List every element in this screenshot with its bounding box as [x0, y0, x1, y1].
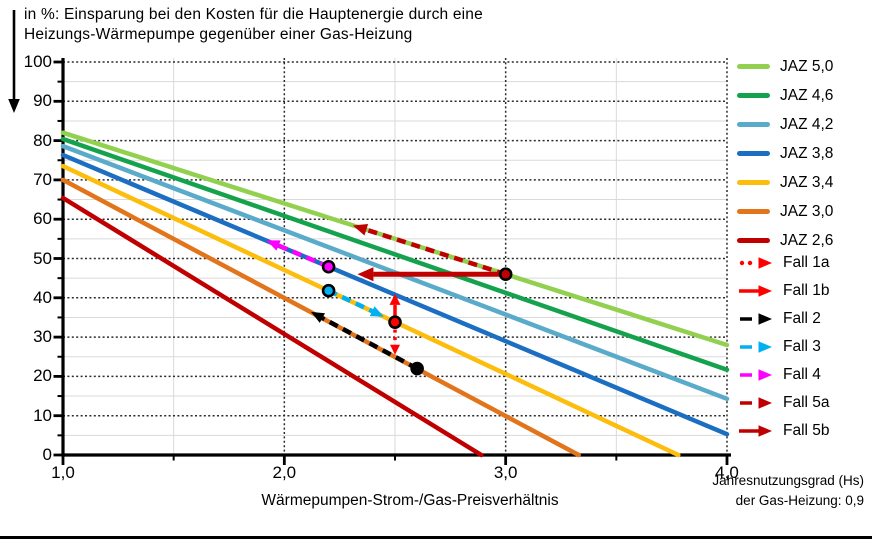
y-tick-label-70: 70	[33, 169, 52, 189]
legend-item-fall-4: Fall 4	[737, 361, 830, 389]
legend-arrow-swatch-fall-5b	[739, 425, 772, 437]
legend-item-fall-3: Fall 3	[737, 333, 830, 361]
legend-label-fall-1a: Fall 1a	[783, 254, 830, 271]
legend-label-jaz-4-6: JAZ 4,6	[780, 86, 834, 104]
y-tick-label-0: 0	[42, 445, 52, 464]
legend-item-fall-1b: Fall 1b	[737, 277, 830, 305]
x-tick-label-2-0: 2,0	[272, 463, 297, 482]
annotation-arrow-head-fall-4	[266, 240, 281, 251]
bottom-border-rule	[0, 536, 872, 539]
legend-item-fall-2: Fall 2	[737, 305, 830, 333]
legend-arrow-swatch-fall-1b	[739, 285, 772, 297]
point-fall-1-start	[388, 315, 402, 329]
gas-efficiency-note-line1: Jahresnutzungsgrad (Hs)	[712, 473, 864, 488]
y-tick-label-100: 100	[23, 52, 52, 71]
legend-label-jaz-3-8: JAZ 3,8	[780, 144, 834, 162]
legend-jaz-lines: JAZ 5,0 JAZ 4,6 JAZ 4,2 JAZ 3,8 JAZ 3,4 JAZ 3…	[737, 52, 833, 255]
legend-item-jaz-4-2: JAZ 4,2	[737, 110, 833, 139]
legend-item-jaz-3-0: JAZ 3,0	[737, 197, 833, 226]
legend-label-fall-4: Fall 4	[783, 366, 821, 383]
annotation-arrow-shaft-fall-3	[327, 288, 374, 314]
legend-arrow-head	[758, 341, 772, 353]
legend-arrow-swatch-fall-2	[740, 313, 772, 325]
legend-arrow-head	[758, 369, 772, 381]
legend-item-jaz-2-6: JAZ 2,6	[737, 226, 833, 255]
annotation-arrow-head-fall-3	[369, 306, 384, 317]
annotation-arrow-head-fall-1b	[389, 293, 401, 305]
legend-line-swatch-jaz-4-6	[737, 93, 770, 98]
legend-item-fall-5a: Fall 5a	[737, 389, 830, 417]
legend-arrow-swatch-fall-1a	[739, 257, 772, 269]
annotation-arrow-head-fall-5a	[352, 224, 369, 236]
legend-arrow-swatch-fall-4	[740, 369, 772, 381]
legend-label-fall-1b: Fall 1b	[783, 282, 830, 299]
point-fall-4-start	[321, 259, 336, 274]
chart-title-line1: in %: Einsparung bei den Kosten für die …	[24, 6, 483, 23]
legend-arrow-head	[758, 285, 772, 297]
annotation-arrow-shaft-fall-4	[277, 243, 330, 269]
y-tick-label-20: 20	[33, 366, 52, 386]
annotation-arrow-head-fall-5b	[357, 267, 374, 282]
annotation-arrow-head-fall-1a	[390, 344, 400, 355]
annotation-arrow-shaft-fall-5a	[365, 227, 507, 277]
legend-item-fall-1a: Fall 1a	[737, 249, 830, 277]
y-tick-label-30: 30	[33, 327, 52, 347]
legend-arrow-head	[758, 313, 772, 325]
legend-line-swatch-jaz-3-8	[737, 151, 770, 156]
legend-line-swatch-jaz-5-0	[737, 64, 770, 69]
gas-efficiency-note: Jahresnutzungsgrad (Hs) der Gas-Heizung:…	[712, 471, 864, 511]
chart-title: in %: Einsparung bei den Kosten für die …	[24, 5, 483, 45]
legend-label-jaz-5-0: JAZ 5,0	[780, 57, 834, 75]
y-tick-label-80: 80	[33, 130, 52, 150]
annotation-arrow-head-fall-2	[310, 311, 325, 323]
point-fall-5-start	[498, 267, 513, 282]
legend-label-fall-5a: Fall 5a	[783, 394, 830, 411]
legend-label-jaz-4-2: JAZ 4,2	[780, 115, 834, 133]
legend-arrow-dot	[747, 260, 753, 266]
legend-line-swatch-jaz-3-4	[737, 180, 770, 185]
x-tick-label-4-0: 4,0	[715, 463, 739, 482]
legend-arrow-head	[758, 257, 772, 269]
legend-item-jaz-5-0: JAZ 5,0	[737, 52, 833, 81]
point-fall-2-start	[410, 361, 424, 376]
legend-arrow-swatch-fall-5a	[740, 397, 772, 409]
legend-arrow-dot	[739, 260, 745, 266]
y-tick-label-10: 10	[33, 405, 52, 425]
legend-arrow-head	[758, 425, 772, 437]
legend-label-fall-3: Fall 3	[783, 338, 821, 355]
legend-line-swatch-jaz-2-6	[737, 238, 770, 243]
legend-item-jaz-3-8: JAZ 3,8	[737, 139, 833, 168]
legend-item-jaz-3-4: JAZ 3,4	[737, 168, 833, 197]
chart-title-line2: Heizungs-Wärmepumpe gegenüber einer Gas-…	[24, 26, 413, 43]
y-axis-direction-arrow-head	[8, 99, 20, 113]
series-line-jaz-5-0	[60, 130, 730, 348]
x-axis-title: Wärmepumpen-Strom-/Gas-Preisverhältnis	[261, 492, 559, 509]
legend-item-jaz-4-6: JAZ 4,6	[737, 81, 833, 110]
legend-label-jaz-2-6: JAZ 2,6	[780, 231, 834, 249]
series-line-jaz-4-6	[60, 136, 730, 372]
legend-label-fall-5b: Fall 5b	[783, 422, 830, 439]
legend-fall-cases: Fall 1a Fall 1b Fall 2 Fall 3 Fall 4 Fall 5a F…	[737, 249, 830, 445]
y-tick-label-40: 40	[33, 287, 52, 307]
point-fall-3-start	[321, 283, 336, 298]
gas-efficiency-note-line2: der Gas-Heizung: 0,9	[735, 493, 864, 508]
legend-arrow-swatch-fall-3	[740, 341, 772, 353]
x-tick-label-3-0: 3,0	[493, 463, 518, 482]
x-tick-label-1-0: 1,0	[51, 463, 75, 482]
legend-label-jaz-3-0: JAZ 3,0	[780, 202, 834, 220]
legend-line-swatch-jaz-4-2	[737, 122, 770, 127]
annotation-arrow-shaft-fall-2	[321, 316, 419, 371]
legend-label-jaz-3-4: JAZ 3,4	[780, 173, 834, 191]
legend-arrow-head	[758, 397, 772, 409]
series-line-jaz-2-6	[60, 195, 484, 458]
y-tick-label-90: 90	[33, 91, 52, 111]
legend-label-fall-2: Fall 2	[783, 310, 821, 327]
y-tick-label-50: 50	[33, 248, 52, 268]
legend-line-swatch-jaz-3-0	[737, 209, 770, 214]
legend-item-fall-5b: Fall 5b	[737, 417, 830, 445]
y-tick-label-60: 60	[33, 209, 52, 229]
